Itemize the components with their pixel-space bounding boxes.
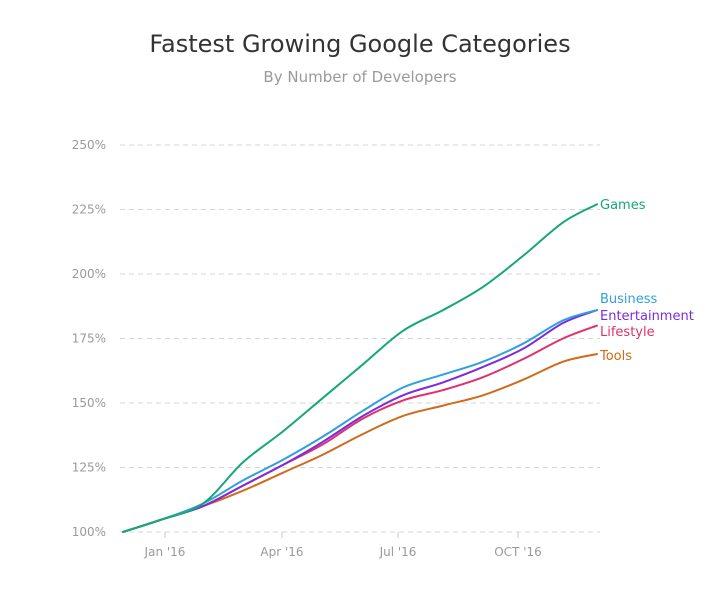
x-axis-ticks: Jan '16 Apr '16 Jul '16 OCT '16 [144,532,542,559]
series-line-games [122,203,598,533]
chart-subtitle: By Number of Developers [263,68,457,86]
x-tick-label: Jul '16 [379,545,417,559]
x-tick-label: Apr '16 [260,545,303,559]
y-tick-label: 225% [72,203,106,217]
series-layer [122,203,598,533]
y-tick-label: 250% [72,138,106,152]
x-tick-label: OCT '16 [494,545,542,559]
x-tick-label: Jan '16 [144,545,186,559]
y-axis-ticks: 100% 125% 150% 175% 200% 225% 250% [72,138,106,539]
series-line-entertainment [122,309,598,533]
y-tick-label: 100% [72,525,106,539]
series-label-entertainment: Entertainment [600,309,694,324]
y-tick-label: 200% [72,267,106,281]
series-line-tools [122,353,598,533]
y-tick-label: 150% [72,396,106,410]
series-label-business: Business [600,292,658,307]
chart-title: Fastest Growing Google Categories [149,30,571,58]
series-line-lifestyle [122,324,598,533]
y-tick-label: 175% [72,332,106,346]
y-tick-label: 125% [72,461,106,475]
series-label-games: Games [600,198,646,213]
series-label-tools: Tools [599,349,632,364]
grid-layer [120,144,600,533]
series-label-lifestyle: Lifestyle [600,325,655,340]
